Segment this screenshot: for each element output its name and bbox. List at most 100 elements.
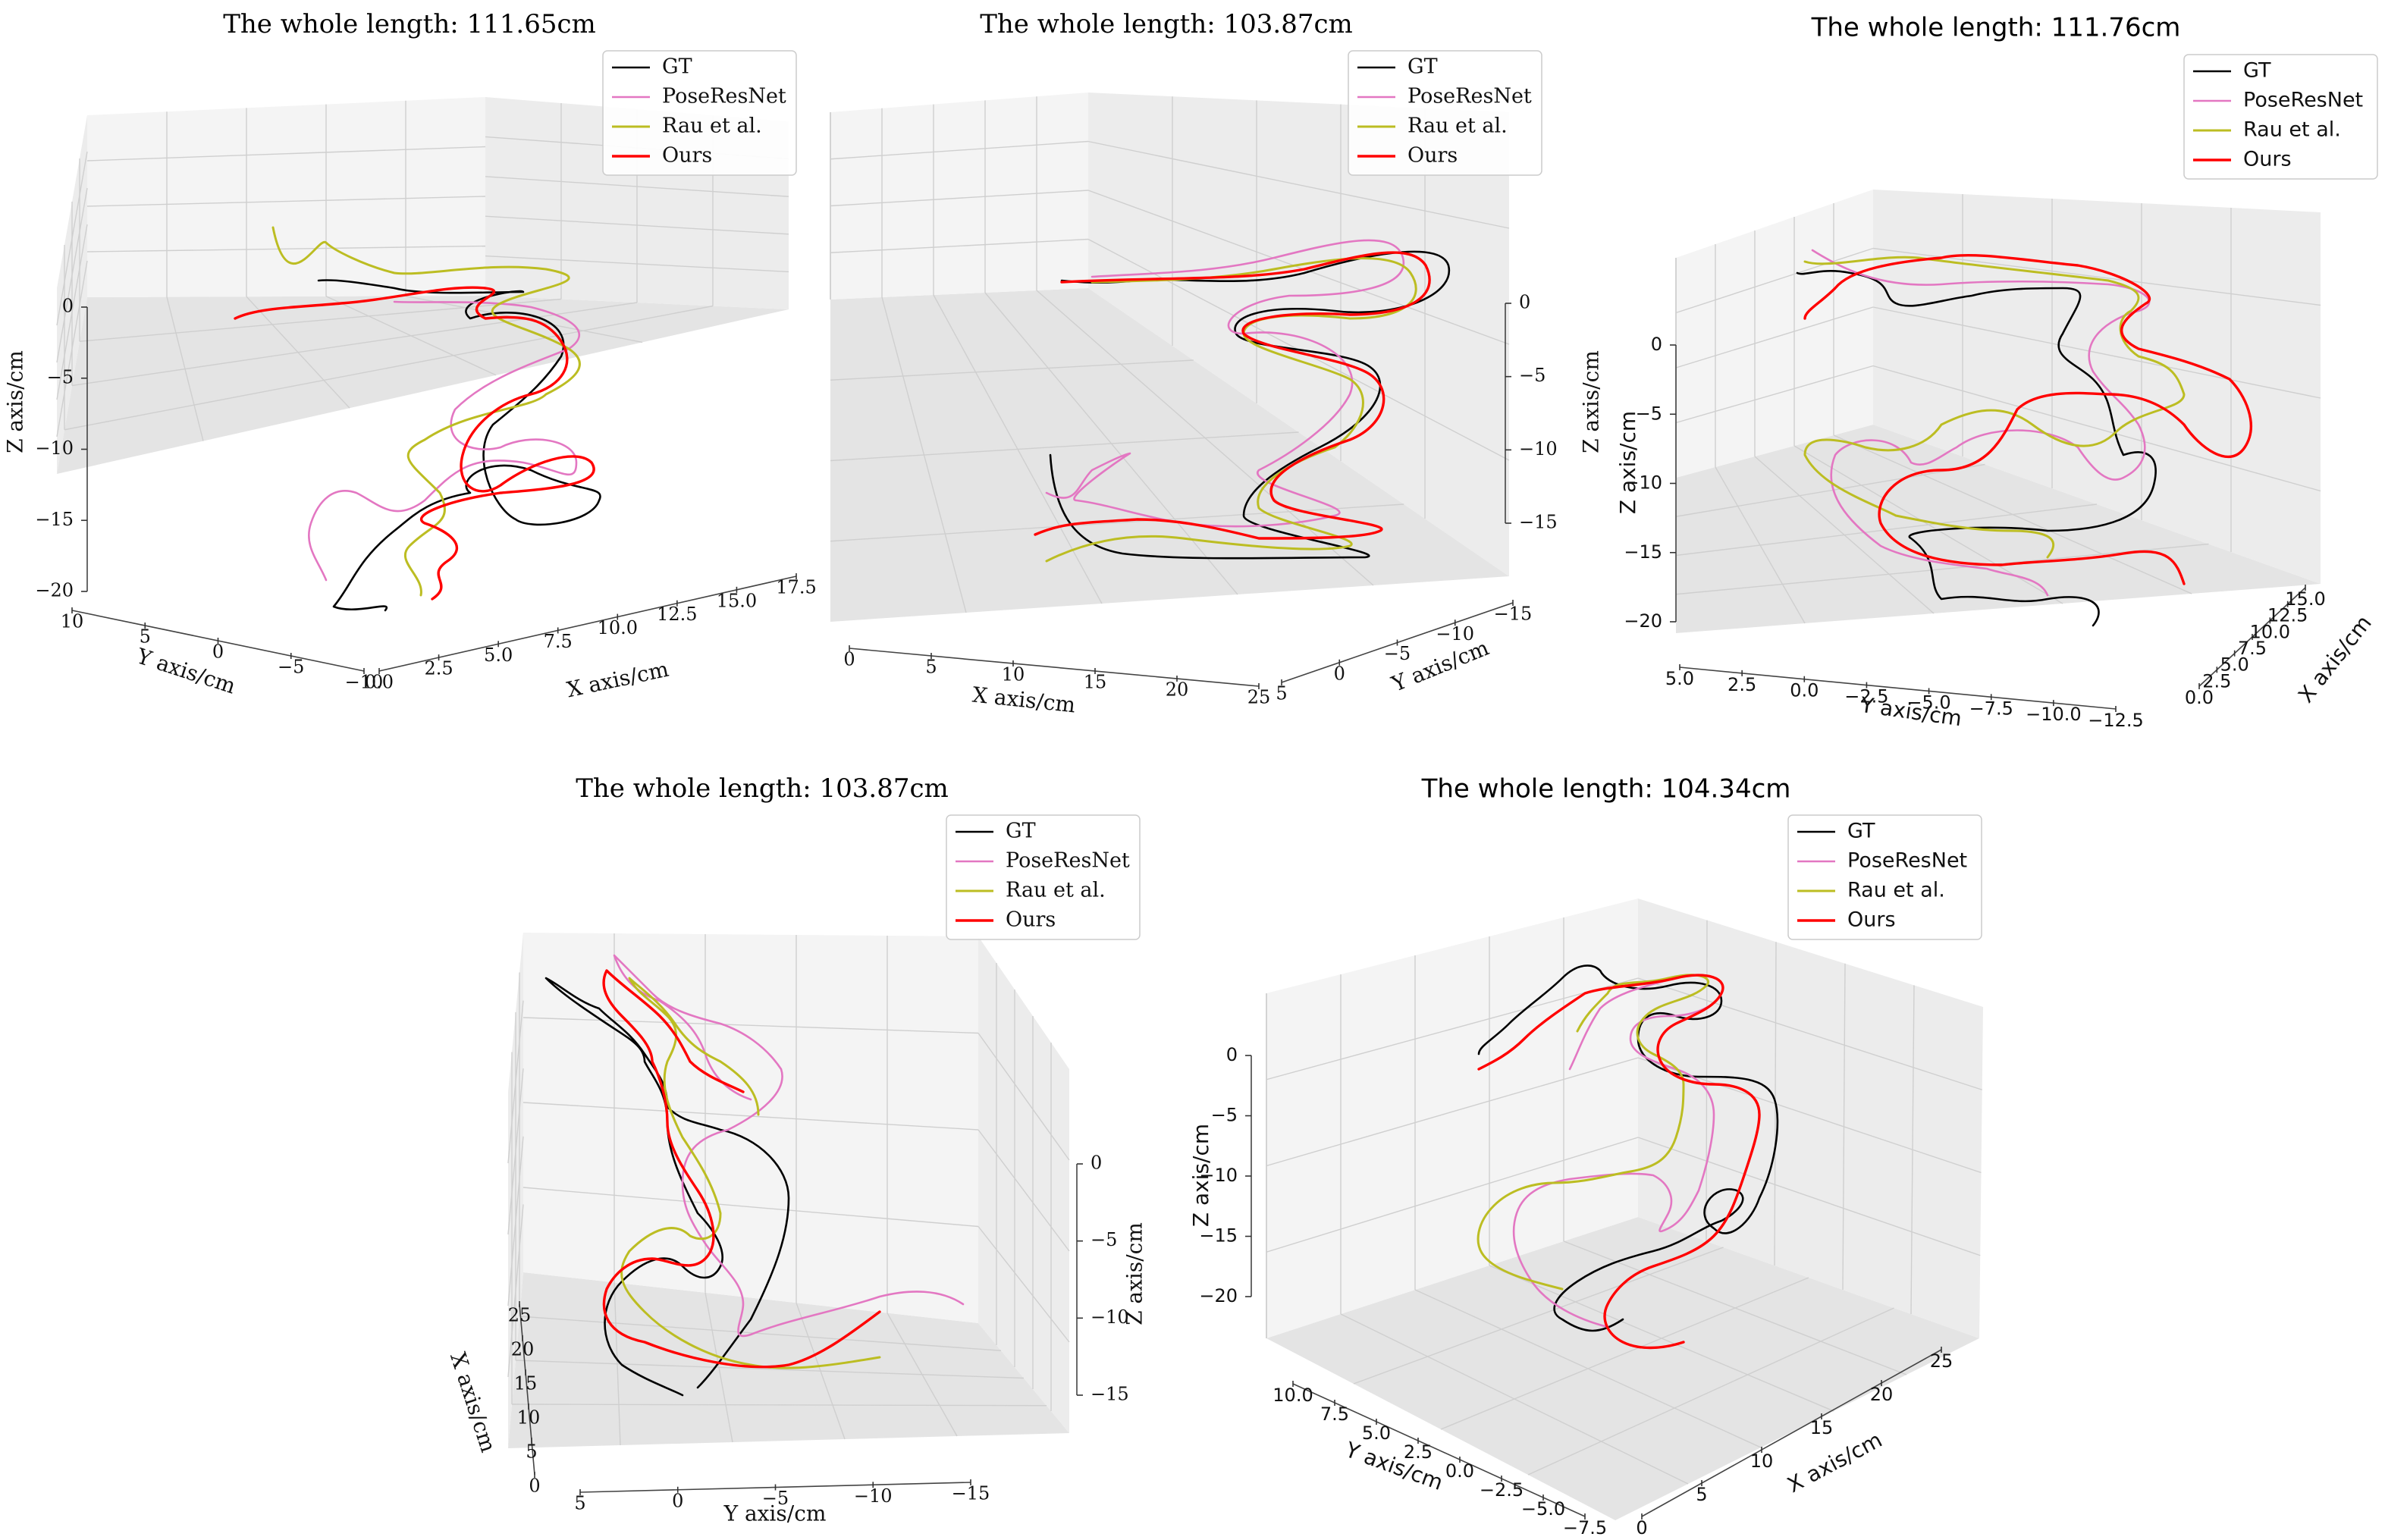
legend-label-gt: GT bbox=[2243, 59, 2271, 83]
back-pane bbox=[87, 97, 485, 297]
back-gridline bbox=[1675, 247, 1874, 314]
chart-panel-1: 0 −5 −10 −15 −20 0.0 2.5 5.0 7.5 10.0 12.5 15.0 17.5… bbox=[3, 9, 817, 702]
legend-label-ours: Ours bbox=[2243, 148, 2292, 171]
floor-gridline bbox=[830, 431, 1299, 462]
x-axis-tick-label: 0.0 bbox=[2185, 687, 2214, 708]
right-gridline bbox=[978, 1033, 1070, 1161]
back-gridline bbox=[523, 1187, 979, 1228]
x-axis-tick-label: 10.0 bbox=[598, 617, 638, 638]
back-pane bbox=[830, 93, 1088, 300]
chart-panel-2: 0−5−10−150 5 10 15 20 25 50−5−10−15Z axis/cmX … bbox=[830, 9, 1604, 718]
ours-trajectory bbox=[1477, 974, 1761, 1350]
y-axis-tick-label: 2.5 bbox=[1404, 1441, 1433, 1463]
y-axis-tick-label: −10 bbox=[345, 672, 384, 693]
y-axis-tick-label: −5 bbox=[1384, 643, 1411, 664]
ours-trajectory bbox=[602, 969, 881, 1369]
z-axis-label: Z axis/cm bbox=[1122, 1222, 1147, 1325]
y-axis-tick-label: −10 bbox=[854, 1485, 893, 1507]
y-axis-tick-label: −5 bbox=[278, 657, 304, 678]
floor-gridline bbox=[1675, 503, 2098, 557]
x-axis-tick-label: 0 bbox=[529, 1476, 540, 1497]
legend-label-rau: Rau et al. bbox=[1407, 114, 1508, 138]
x-axis-line bbox=[519, 1303, 535, 1476]
x-axis-tick-label: 7.5 bbox=[544, 631, 573, 652]
back-gridline bbox=[86, 196, 486, 207]
x-axis-tick-label: 10 bbox=[517, 1407, 541, 1429]
x-axis-tick-label: 12.5 bbox=[2267, 605, 2308, 626]
back-gridline bbox=[1266, 1057, 1639, 1167]
y-axis-tick-label: 5.0 bbox=[1665, 668, 1694, 689]
floor-gridline bbox=[1440, 1277, 1809, 1430]
right-gridline bbox=[1872, 306, 2321, 399]
z-axis-tick-label: −5 bbox=[1519, 365, 1546, 386]
rau-trajectory bbox=[271, 226, 581, 597]
z-axis-tick-label: −15 bbox=[1624, 541, 1662, 563]
x-axis-tick-label: 0 bbox=[1636, 1517, 1647, 1538]
z-axis-tick-label: −5 bbox=[47, 366, 74, 387]
x-axis-line bbox=[378, 576, 797, 672]
legend-label-gt: GT bbox=[662, 55, 692, 79]
chart-panel-3: 0−5−10−15−200.02.55.07.510.012.515.05.0 2… bbox=[1615, 13, 2378, 731]
gt-trajectory bbox=[1049, 250, 1451, 560]
gt-trajectory bbox=[544, 977, 790, 1397]
legend-box bbox=[1787, 814, 1982, 940]
z-axis-tick-label: −10 bbox=[1091, 1306, 1129, 1328]
back-gridline bbox=[830, 190, 1089, 207]
z-axis-tick-label: −15 bbox=[35, 509, 74, 530]
right-gridline bbox=[978, 1129, 1070, 1252]
gt-trajectory bbox=[1477, 964, 1779, 1332]
z-axis-tick-label: −20 bbox=[1624, 610, 1662, 632]
y-axis-tick-label: −10.0 bbox=[2026, 704, 2082, 725]
y-axis-tick-label: −2.5 bbox=[1844, 686, 1888, 707]
ours-trajectory bbox=[1034, 251, 1431, 540]
back-gridline bbox=[86, 146, 486, 162]
legend-label-poseresnet: PoseResNet bbox=[2243, 89, 2363, 112]
y-axis-tick-label: 5 bbox=[140, 626, 151, 648]
legend-label-ours: Ours bbox=[662, 144, 712, 168]
x-axis-tick-label: 5 bbox=[526, 1441, 537, 1463]
back-gridline bbox=[830, 238, 1089, 253]
y-axis-tick-label: −15 bbox=[1494, 604, 1533, 625]
chart-panel-4: 0 −5 −10 −15 25 20 15 10 5 0 5 0 −5 −10 −15 Z axis/cm X … bbox=[445, 773, 1147, 1526]
poseresnet-trajectory bbox=[1811, 249, 2151, 597]
y-axis-tick-label: −12.5 bbox=[2088, 710, 2144, 731]
y-axis-tick-label: 7.5 bbox=[1320, 1404, 1349, 1425]
floor-pane bbox=[1676, 425, 2321, 633]
x-axis-label: X axis/cm bbox=[445, 1349, 501, 1455]
z-axis-tick-label: −10 bbox=[1199, 1165, 1238, 1186]
y-axis-label: Y axis/cm bbox=[723, 1501, 827, 1526]
x-axis-tick-label: 20 bbox=[511, 1339, 535, 1360]
x-axis-tick-label: 5 bbox=[1696, 1484, 1707, 1505]
z-axis-tick-label: 0 bbox=[1091, 1153, 1102, 1174]
back-gridline bbox=[1675, 365, 1874, 424]
legend-label-rau: Rau et al. bbox=[1006, 879, 1106, 902]
y-axis-tick-label: 5 bbox=[574, 1493, 585, 1514]
x-axis-tick-label: 5 bbox=[925, 657, 937, 678]
back-gridline bbox=[1675, 306, 1874, 369]
right-pane bbox=[1873, 190, 2321, 584]
right-gridline bbox=[1872, 365, 2321, 492]
y-axis-tick-label: −2.5 bbox=[1480, 1479, 1524, 1501]
legend-label-poseresnet: PoseResNet bbox=[1006, 849, 1130, 873]
legend-box bbox=[946, 814, 1141, 940]
y-axis-tick-label: −5.0 bbox=[1906, 692, 1950, 713]
legend-box bbox=[1348, 50, 1542, 176]
z-axis-tick-label: 0 bbox=[62, 296, 74, 317]
x-axis-tick-label: 25 bbox=[508, 1305, 532, 1326]
floor-gridline bbox=[511, 1404, 1047, 1407]
x-axis-tick-label: 5.0 bbox=[484, 645, 513, 666]
x-axis-tick-label: 5.0 bbox=[2220, 654, 2249, 676]
x-axis-tick-label: 25 bbox=[1930, 1350, 1954, 1372]
y-axis-tick-label: −5.0 bbox=[1521, 1498, 1565, 1520]
poseresnet-trajectory bbox=[613, 954, 965, 1338]
chart-title: The whole length: 103.87cm bbox=[576, 773, 949, 804]
z-axis-tick-label: −10 bbox=[1624, 472, 1662, 494]
y-axis-tick-label: 10.0 bbox=[1273, 1385, 1313, 1406]
x-axis-tick-label: 15 bbox=[1810, 1417, 1834, 1438]
y-axis-tick-label: −5 bbox=[762, 1488, 789, 1509]
z-axis-tick-label: −10 bbox=[35, 438, 74, 459]
legend-label-gt: GT bbox=[1847, 820, 1875, 843]
gt-trajectory bbox=[317, 279, 601, 612]
y-axis-tick-label: 0 bbox=[672, 1490, 683, 1511]
x-axis-tick-label: 12.5 bbox=[657, 604, 697, 625]
